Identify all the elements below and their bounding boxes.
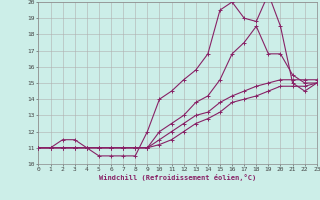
X-axis label: Windchill (Refroidissement éolien,°C): Windchill (Refroidissement éolien,°C) <box>99 174 256 181</box>
